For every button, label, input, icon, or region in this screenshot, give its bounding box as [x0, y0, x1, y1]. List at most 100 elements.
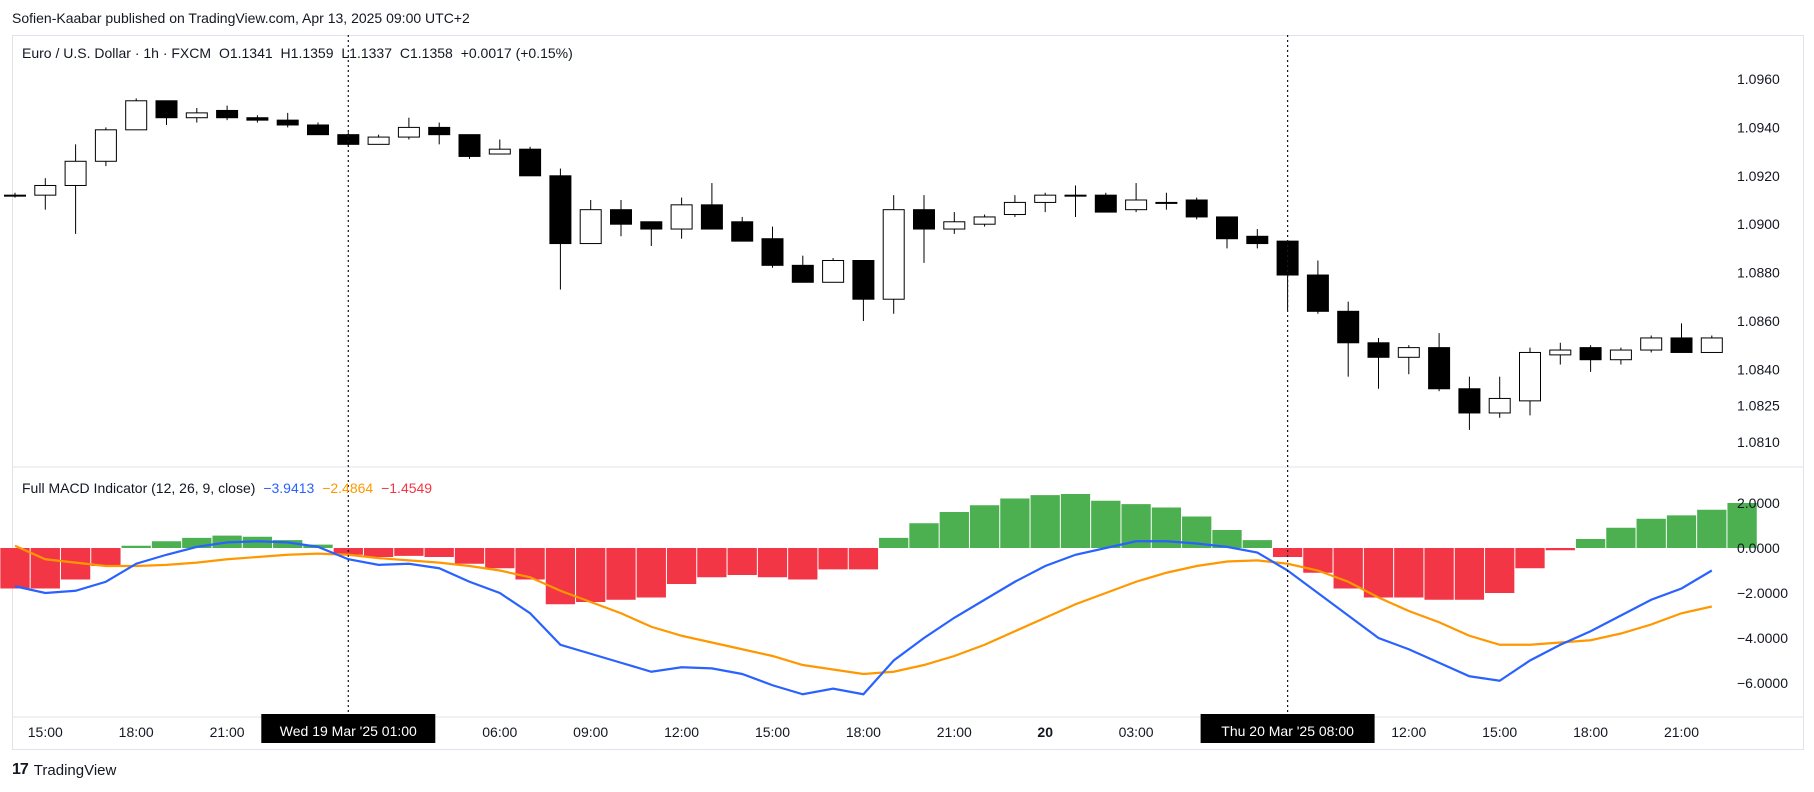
- histogram-bar: [363, 548, 394, 557]
- time-axis-label: 12:00: [1391, 724, 1426, 740]
- candle-body: [1458, 388, 1481, 414]
- candle-body: [1034, 194, 1057, 203]
- histogram-bar: [909, 523, 939, 548]
- candle-body: [761, 238, 784, 266]
- price-axis-label: 1.0825: [1737, 398, 1780, 414]
- histogram-bar: [1485, 548, 1515, 593]
- crosshair-time-label: Wed 19 Mar '25 01:00: [280, 723, 417, 739]
- candle-body: [1579, 347, 1602, 361]
- candle-body: [1003, 201, 1026, 216]
- histogram-bar: [1363, 548, 1394, 598]
- histogram-bar: [1666, 515, 1697, 548]
- histogram-bar: [1424, 548, 1454, 600]
- histogram-bar: [818, 548, 848, 570]
- candle-body: [1185, 199, 1208, 218]
- candle-body: [1337, 310, 1360, 344]
- low-value: L1.1337: [341, 45, 392, 61]
- time-axis-label: 15:00: [1482, 724, 1517, 740]
- price-axis-label: 1.0940: [1737, 119, 1780, 135]
- time-axis-label: 06:00: [482, 724, 517, 740]
- signal-line: [14, 544, 1713, 676]
- histogram-bar: [1060, 494, 1091, 548]
- crosshair-time-label: Thu 20 Mar '25 08:00: [1221, 723, 1354, 739]
- histogram-bar: [454, 548, 485, 564]
- histogram-bar: [879, 537, 909, 548]
- candle-body: [1064, 194, 1087, 197]
- histogram-bar: [151, 541, 182, 548]
- candle-body: [670, 204, 693, 230]
- crosshair-time-badge: [261, 714, 436, 743]
- signal-value: −2.4864: [322, 480, 374, 496]
- candle-body: [125, 100, 148, 131]
- macd-axis-label: −4.0000: [1737, 630, 1788, 646]
- candle-body: [640, 221, 663, 230]
- candle-body: [1306, 274, 1329, 312]
- candle-body: [731, 221, 754, 242]
- candle-body: [1125, 199, 1148, 211]
- candle-body: [216, 109, 239, 119]
- candle-body: [1488, 397, 1511, 414]
- price-axis-label: 1.0840: [1737, 361, 1780, 377]
- histogram-bar: [1091, 500, 1121, 548]
- histogram-bar: [485, 548, 515, 569]
- high-value: H1.1359: [280, 45, 334, 61]
- time-axis-label: 15:00: [28, 724, 63, 740]
- candle-body: [579, 209, 602, 245]
- candle-body: [337, 134, 360, 145]
- candle-body: [94, 129, 117, 162]
- candle-body: [34, 184, 57, 196]
- histogram-bar: [1212, 530, 1242, 548]
- candle-body: [549, 175, 572, 245]
- tradingview-brand[interactable]: 17 TradingView: [12, 761, 116, 779]
- histogram-bar: [969, 505, 1000, 548]
- candle-body: [973, 216, 996, 225]
- histogram-bar: [1030, 495, 1060, 548]
- candle-body: [852, 260, 875, 300]
- price-axis-label: 1.0860: [1737, 313, 1780, 329]
- histogram-bar: [273, 540, 303, 548]
- histogram-bar: [545, 548, 576, 605]
- histogram-value: −1.4549: [381, 480, 433, 496]
- candle-body: [1155, 201, 1178, 204]
- time-axis-label: 18:00: [846, 724, 881, 740]
- histogram-bar: [1242, 540, 1272, 548]
- histogram-bar: [1515, 548, 1545, 569]
- candle-body: [882, 209, 905, 300]
- histogram-bar: [939, 512, 969, 548]
- macd-lines: [14, 540, 1713, 696]
- histogram-bar: [121, 545, 151, 548]
- macd-axis-label: −2.0000: [1737, 585, 1788, 601]
- price-axis-label: 1.0810: [1737, 434, 1780, 450]
- crosshair-time-badge: [1200, 714, 1375, 743]
- candle-body: [488, 148, 511, 155]
- time-axis-label: 20: [1037, 724, 1053, 740]
- candle-body: [913, 209, 935, 230]
- histogram-bar: [636, 548, 666, 598]
- candle-body: [64, 160, 87, 186]
- histogram-bar: [1272, 548, 1303, 557]
- histogram-bar: [1727, 503, 1757, 548]
- candle-body: [367, 136, 390, 145]
- macd-indicator-name[interactable]: Full MACD Indicator (12, 26, 9, close): [22, 480, 256, 496]
- candle-body: [943, 221, 966, 230]
- symbol-label[interactable]: Euro / U.S. Dollar · 1h · FXCM: [22, 45, 212, 61]
- histogram-bar: [1575, 539, 1606, 548]
- candle-body: [458, 134, 481, 157]
- histogram-bar: [91, 548, 121, 566]
- candle-body: [1428, 347, 1451, 390]
- price-axis: 1.0960 1.0940 1.0920 1.0900 1.0880 1.0860 1.08…: [1737, 71, 1788, 691]
- price-legend: Euro / U.S. Dollar · 1h · FXCM O1.1341 H…: [22, 45, 577, 61]
- time-axis-label: 15:00: [755, 724, 790, 740]
- candle-body: [1549, 349, 1572, 356]
- candle-body: [307, 124, 329, 136]
- candle-body: [397, 126, 420, 138]
- time-axis-label: 18:00: [1573, 724, 1608, 740]
- macd-value: −3.9413: [263, 480, 315, 496]
- macd-line: [14, 540, 1713, 696]
- histogram-bar: [1545, 548, 1575, 551]
- price-candles: [4, 98, 1723, 430]
- candle-body: [1670, 337, 1693, 353]
- candle-body: [428, 126, 451, 136]
- macd-histogram: [0, 494, 1757, 605]
